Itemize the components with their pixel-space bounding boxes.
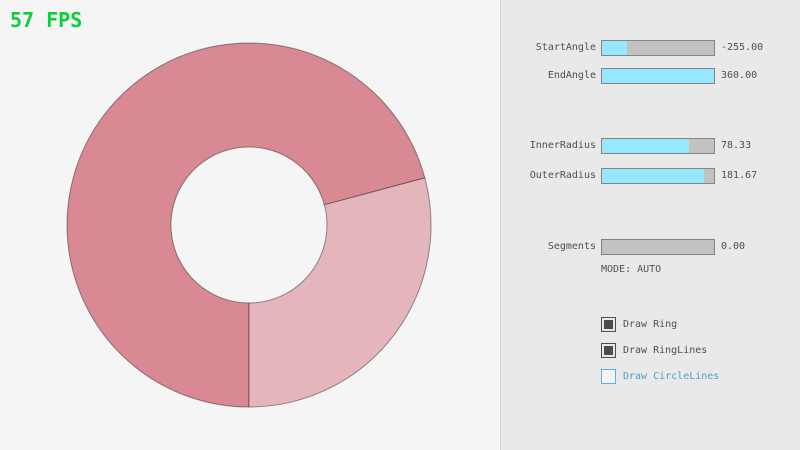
draw-ring-checkbox[interactable] bbox=[601, 317, 616, 332]
outer-radius-value: 181.67 bbox=[721, 170, 758, 181]
ring-segment-dark bbox=[66, 42, 426, 408]
inner-radius-slider[interactable] bbox=[601, 138, 715, 154]
inner-radius-slider-fill bbox=[602, 139, 690, 153]
slider-row-segments: Segments 0.00 bbox=[501, 239, 800, 255]
start-angle-slider-fill bbox=[602, 41, 627, 55]
start-angle-value: -255.00 bbox=[721, 42, 764, 53]
slider-row-start-angle: StartAngle -255.00 bbox=[501, 40, 800, 56]
outer-radius-slider-fill bbox=[602, 169, 704, 183]
slider-row-end-angle: EndAngle 360.00 bbox=[501, 68, 800, 84]
end-angle-slider-fill bbox=[602, 69, 714, 83]
slider-row-inner-radius: InnerRadius 78.33 bbox=[501, 138, 800, 154]
draw-ringlines-checkbox[interactable] bbox=[601, 343, 616, 358]
end-angle-label: EndAngle bbox=[547, 70, 596, 81]
outer-radius-slider[interactable] bbox=[601, 168, 715, 184]
end-angle-value: 360.00 bbox=[721, 70, 758, 81]
segments-value: 0.00 bbox=[721, 241, 746, 252]
segments-label: Segments bbox=[547, 241, 596, 252]
start-angle-slider[interactable] bbox=[601, 40, 715, 56]
fps-counter: 57 FPS bbox=[10, 8, 83, 32]
control-panel: StartAngle -255.00 EndAngle 360.00 Inner… bbox=[500, 0, 800, 450]
outer-radius-label: OuterRadius bbox=[529, 170, 596, 181]
start-angle-label: StartAngle bbox=[535, 42, 596, 53]
ring-canvas bbox=[66, 42, 432, 408]
draw-ring-label: Draw Ring bbox=[623, 319, 678, 330]
end-angle-slider[interactable] bbox=[601, 68, 715, 84]
draw-ringlines-label: Draw RingLines bbox=[623, 345, 708, 356]
draw-circlelines-label: Draw CircleLines bbox=[623, 371, 720, 382]
mode-text: MODE: AUTO bbox=[601, 264, 662, 275]
inner-radius-value: 78.33 bbox=[721, 140, 752, 151]
ring-segment-light bbox=[248, 177, 432, 408]
draw-circlelines-checkbox[interactable] bbox=[601, 369, 616, 384]
slider-row-outer-radius: OuterRadius 181.67 bbox=[501, 168, 800, 184]
segments-slider[interactable] bbox=[601, 239, 715, 255]
inner-radius-label: InnerRadius bbox=[529, 140, 596, 151]
